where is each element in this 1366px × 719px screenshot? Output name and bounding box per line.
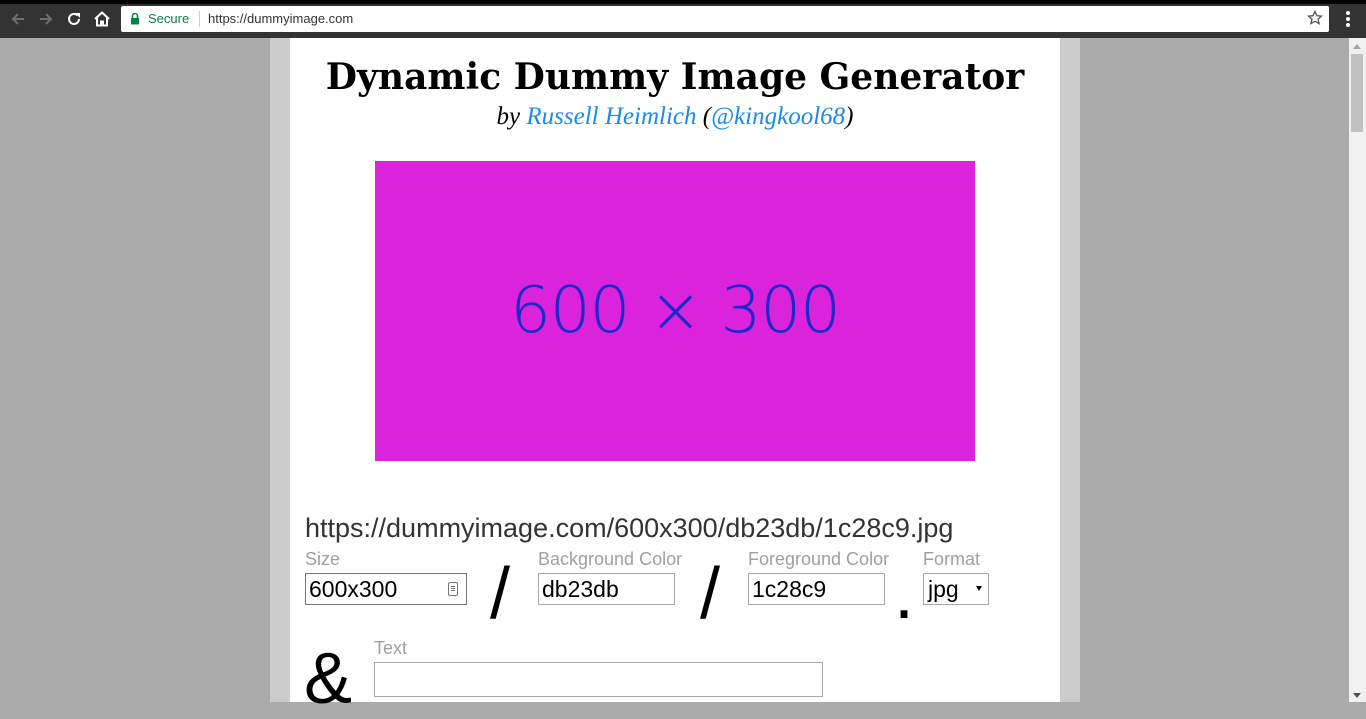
scroll-thumb[interactable] [1351, 54, 1363, 132]
main-content: Dynamic Dummy Image Generator by Russell… [290, 38, 1060, 715]
background-color-label: Background Color [538, 549, 683, 569]
size-input[interactable]: 600x300 [305, 573, 467, 605]
page-title: Dynamic Dummy Image Generator [325, 56, 1025, 98]
dot-separator: . [894, 554, 915, 634]
size-value: 600x300 [309, 576, 398, 602]
scroll-up-arrow-icon[interactable] [1353, 44, 1361, 49]
background-color-input[interactable]: db23db [538, 573, 675, 605]
foreground-color-input[interactable]: 1c28c9 [748, 573, 885, 605]
reload-button[interactable] [64, 9, 84, 29]
format-value: jpg [928, 576, 959, 602]
byline: by Russell Heimlich (@kingkool68) [290, 103, 1060, 131]
byline-prefix: by [496, 103, 527, 130]
spinner-icon[interactable] [448, 582, 458, 596]
menu-button[interactable] [1341, 9, 1355, 29]
author-link[interactable]: Russell Heimlich [526, 103, 697, 130]
back-icon [11, 13, 24, 25]
paren-close: ) [845, 103, 854, 130]
forward-button[interactable] [36, 9, 56, 29]
generated-url[interactable]: https://dummyimage.com/600x300/db23db/1c… [305, 513, 954, 543]
format-select[interactable]: jpg [923, 573, 989, 605]
back-button[interactable] [8, 9, 28, 29]
preview-image: 600 × 300 [375, 161, 975, 461]
menu-icon [1346, 11, 1350, 27]
size-label: Size [305, 549, 341, 569]
dropdown-arrow-icon [976, 586, 982, 591]
text-label: Text [374, 638, 408, 658]
secure-label: Secure [148, 11, 190, 26]
scroll-down-arrow-icon[interactable] [1353, 693, 1361, 698]
format-label: Format [923, 549, 981, 569]
lock-icon [131, 12, 139, 25]
foreground-color-label: Foreground Color [748, 549, 890, 569]
forward-icon [40, 13, 53, 25]
slash-separator-1: / [490, 554, 511, 634]
foreground-color-value: 1c28c9 [752, 576, 827, 602]
background-color-value: db23db [542, 576, 619, 602]
reload-icon [68, 12, 80, 25]
home-icon [94, 11, 110, 27]
slash-separator-2: / [700, 554, 721, 634]
ampersand-separator: & [304, 639, 353, 719]
preview-dimensions-text: 600 × 300 [510, 274, 841, 348]
browser-toolbar: Secure https://dummyimage.com [0, 0, 1366, 38]
star-icon[interactable] [1307, 10, 1323, 26]
paren-open: ( [696, 103, 712, 130]
address-bar[interactable]: Secure https://dummyimage.com [121, 6, 1329, 32]
text-input[interactable] [374, 662, 823, 697]
url-text[interactable]: https://dummyimage.com [208, 11, 354, 26]
omnibox-divider [199, 11, 200, 27]
twitter-handle-link[interactable]: @kingkool68 [711, 103, 846, 130]
vertical-scrollbar[interactable] [1349, 38, 1366, 702]
home-button[interactable] [92, 9, 112, 29]
